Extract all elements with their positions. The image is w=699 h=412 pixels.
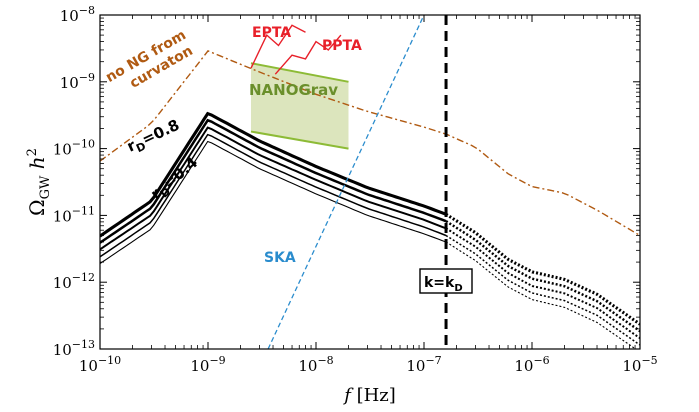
- y-tick-label: 10−11: [53, 204, 95, 225]
- model-curve-1-solid: [100, 140, 447, 265]
- y-tick-label: 10−8: [60, 4, 95, 25]
- model-curve-3-solid: [100, 126, 447, 251]
- model-curve-3-dotted: [445, 227, 640, 340]
- pta-curve-epta: [250, 24, 306, 69]
- nanograv-upper-edge: [250, 62, 349, 83]
- model-curve-2-dotted: [445, 234, 640, 346]
- axis-ticks: [99, 14, 641, 350]
- model-curve-4-solid: [100, 118, 447, 244]
- svg-text:rD=0.4: rD=0.4: [147, 153, 203, 205]
- x-tick-label: 10−8: [298, 354, 333, 375]
- kD-box: k=kD: [419, 268, 473, 294]
- svg-text:k=kD: k=kD: [424, 275, 463, 294]
- x-axis-label: f [Hz]: [342, 385, 396, 406]
- model-curve-5-dotted: [445, 212, 640, 326]
- model-curve-2-solid: [100, 133, 447, 258]
- pta-curve-ppta: [274, 34, 342, 75]
- y-tick-label: 10−12: [53, 271, 95, 292]
- model-curve-4-dotted: [445, 220, 640, 333]
- x-tick-label: 10−10: [79, 354, 121, 375]
- y-tick-label: 10−10: [53, 138, 95, 159]
- nanograv-region: [250, 63, 349, 149]
- rD-low-label: rD=0.4: [147, 153, 203, 205]
- model-curve-1-dotted: [445, 241, 637, 349]
- x-tick-label: 10−5: [622, 354, 657, 375]
- x-tick-label: 10−7: [406, 354, 441, 375]
- nanograv-lower-edge: [250, 130, 349, 150]
- plot-area: [100, 15, 640, 349]
- nanograv-label: NANOGrav: [249, 81, 338, 99]
- ppta-label: PPTA: [322, 38, 362, 54]
- ska-label: SKA: [264, 250, 296, 266]
- ska-curve: [267, 15, 425, 349]
- plot-frame: [99, 14, 641, 350]
- model-curve-5-solid: [100, 111, 447, 238]
- y-axis-label: ΩGW h2: [25, 148, 53, 216]
- y-tick-label: 10−9: [60, 71, 95, 92]
- epta-label: EPTA: [252, 25, 291, 41]
- y-tick-label: 10−13: [53, 338, 95, 359]
- x-tick-label: 10−9: [190, 354, 225, 375]
- x-tick-label: 10−6: [514, 354, 549, 375]
- curvaton-curve: [100, 50, 640, 237]
